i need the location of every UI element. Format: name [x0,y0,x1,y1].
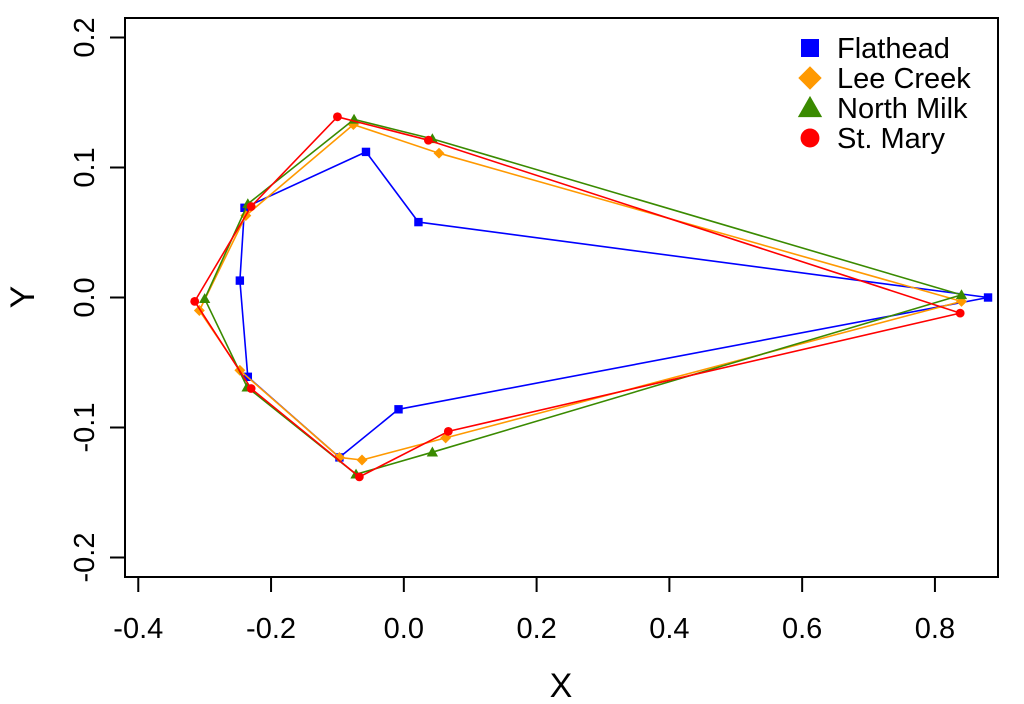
x-axis: -0.4 -0.2 0.0 0.2 0.4 0.6 0.8 [113,576,955,645]
series-line-st-mary [193,116,961,478]
x-tick-label: 0.4 [649,613,689,645]
legend-label-north-milk: North Milk [837,93,968,125]
legend-label-flathead: Flathead [837,33,950,65]
data-point-flathead [361,147,371,157]
legend-marker-north-milk [797,95,823,118]
y-tick-label: -0.2 [69,533,101,583]
legend-marker-st-mary [800,128,820,148]
data-point-lee-creek [333,451,345,463]
data-point-st-mary [333,112,342,122]
data-point-flathead [394,405,403,414]
data-point-lee-creek [433,147,445,159]
data-point-flathead [983,293,993,302]
data-point-flathead [235,276,245,285]
y-tick-label: 0.2 [69,17,101,57]
data-point-st-mary [443,426,453,436]
series-north-milk [198,113,968,479]
x-tick-label: -0.4 [113,613,163,645]
y-tick-label: -0.1 [69,403,101,453]
data-point-st-mary [246,384,256,393]
series-flathead [235,147,993,462]
y-axis: -0.2 -0.1 0.0 0.1 0.2 [69,17,126,583]
data-point-st-mary [955,308,965,318]
data-point-lee-creek [356,454,368,466]
x-tick-label: 0.2 [516,613,556,645]
series-line-lee-creek [198,123,962,461]
y-tick-label: 0.0 [69,277,101,317]
series-st-mary [190,112,965,482]
data-point-north-milk [198,293,211,304]
data-point-st-mary [246,202,256,211]
data-point-st-mary [354,472,364,482]
data-point-north-milk [426,446,439,457]
x-tick-label: 0.8 [915,613,955,645]
legend-marker-lee-creek [798,66,822,90]
legend-label-st-mary: St. Mary [837,123,945,155]
data-point-st-mary [423,135,433,145]
legend-label-lee-creek: Lee Creek [837,63,971,95]
series-lee-creek [193,119,967,466]
series-line-flathead [239,151,989,459]
series-layer [190,112,993,482]
data-point-st-mary [190,296,200,306]
data-point-north-milk [955,289,968,300]
data-point-flathead [414,217,423,227]
x-axis-title: X [550,667,573,704]
x-tick-label: 0.0 [384,613,424,645]
y-axis-title: Y [4,286,42,309]
data-point-lee-creek [440,432,452,444]
x-tick-label: 0.6 [782,613,822,645]
series-line-north-milk [203,118,962,476]
legend-marker-flathead [801,39,819,57]
y-tick-label: 0.1 [69,147,101,187]
x-tick-label: -0.2 [246,613,296,645]
